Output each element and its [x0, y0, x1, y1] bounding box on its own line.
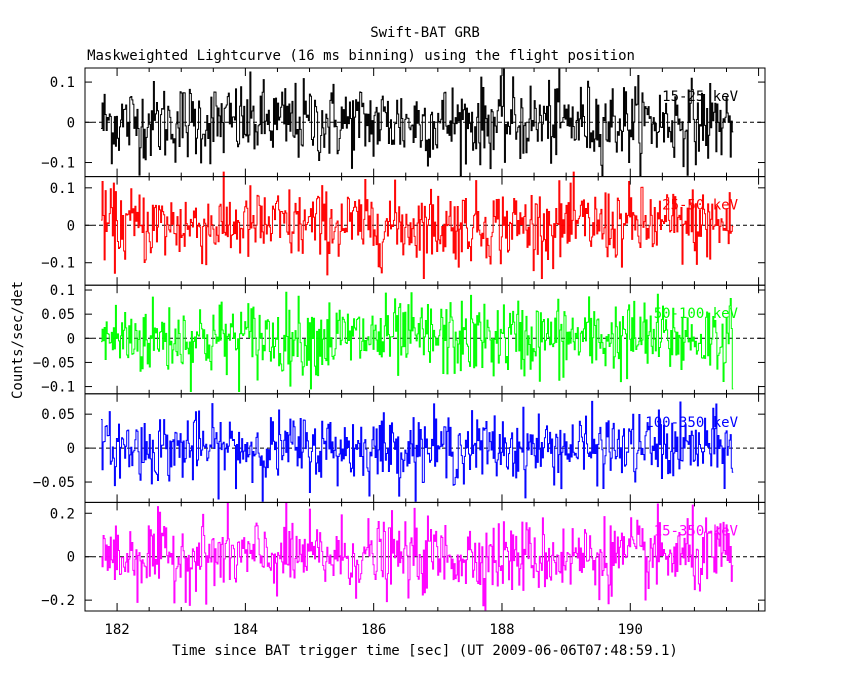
- x-tick-label: 188: [489, 622, 514, 638]
- panels-group: 15-25 keV 0.1 0 −0.1 25-50 keV 0.1 0 −0.1 50-100…: [33, 67, 766, 638]
- series-line-100-350-kev: [101, 400, 734, 502]
- y-tick-label: 0.1: [50, 75, 75, 91]
- band-label: 25-50 keV: [662, 198, 738, 214]
- panel-frame: [84, 284, 766, 395]
- y-tick-label: 0.1: [50, 181, 75, 197]
- y-axis-label: Counts/sec/det: [10, 281, 26, 399]
- series-line-15-25-kev: [101, 68, 734, 177]
- y-tick-label: 0.1: [50, 283, 75, 299]
- y-tick-label: −0.1: [41, 256, 75, 272]
- y-tick-label: −0.05: [33, 355, 75, 371]
- y-tick-label: −0.1: [41, 156, 75, 172]
- band-label: 100-350 keV: [645, 415, 738, 431]
- y-tick-label: 0.2: [50, 506, 75, 522]
- y-tick-label: 0.05: [41, 307, 75, 323]
- y-tick-label: 0: [67, 115, 75, 131]
- x-axis-label: Time since BAT trigger time [sec] (UT 20…: [172, 643, 678, 659]
- x-tick-label: 184: [233, 622, 258, 638]
- y-tick-label: −0.2: [41, 593, 75, 609]
- series-line-25-50-kev: [101, 171, 734, 279]
- panel-frame: [84, 176, 766, 286]
- y-tick-label: 0: [67, 218, 75, 234]
- y-tick-label: −0.05: [33, 475, 75, 491]
- band-label: 15-25 keV: [662, 89, 738, 105]
- y-tick-label: 0: [67, 441, 75, 457]
- x-tick-label: 182: [104, 622, 129, 638]
- x-tick-label: 190: [618, 622, 643, 638]
- x-tick-label: 186: [361, 622, 386, 638]
- series-line-15-350-kev: [101, 502, 734, 611]
- series-line-50-100-kev: [101, 291, 734, 393]
- band-label: 50-100 keV: [654, 306, 739, 322]
- y-tick-label: 0: [67, 331, 75, 347]
- y-tick-label: 0.05: [41, 407, 75, 423]
- y-tick-label: 0: [67, 550, 75, 566]
- y-tick-label: −0.1: [41, 380, 75, 396]
- chart-subtitle: Maskweighted Lightcurve (16 ms binning) …: [87, 48, 635, 64]
- chart-title: Swift-BAT GRB: [370, 25, 480, 41]
- band-label: 15-350 keV: [654, 523, 739, 539]
